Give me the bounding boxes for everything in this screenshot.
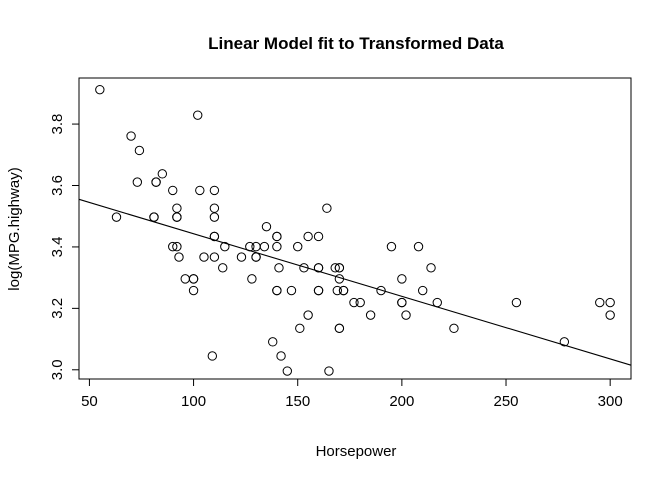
data-point [207, 351, 218, 361]
y-tick-label: 3.8 [49, 114, 66, 135]
y-tick-label: 3.0 [49, 359, 66, 380]
data-point [386, 241, 397, 252]
y-tick-label: 3.6 [49, 175, 66, 196]
data-point [605, 310, 615, 320]
data-point [251, 241, 261, 252]
data-point [188, 274, 199, 284]
data-point [268, 337, 278, 347]
data-point [511, 297, 522, 308]
data-point [172, 241, 182, 252]
x-tick-label: 200 [389, 393, 414, 410]
data-point [334, 263, 345, 273]
data-point [149, 212, 159, 222]
data-point [209, 185, 220, 196]
data-point [209, 212, 220, 222]
data-point [193, 110, 203, 120]
data-point [559, 337, 570, 347]
y-tick-label: 3.2 [49, 298, 66, 319]
x-tick-label: 100 [181, 393, 206, 410]
data-point [259, 241, 270, 252]
data-point [397, 274, 407, 284]
data-point [293, 241, 303, 252]
data-point [324, 366, 334, 376]
data-point [413, 241, 424, 252]
data-point [126, 131, 136, 141]
data-point [195, 185, 205, 196]
fit-line-group [78, 198, 632, 366]
data-point [174, 252, 184, 262]
x-tick-label: 250 [494, 393, 519, 410]
data-point [95, 84, 105, 95]
data-point [303, 231, 313, 242]
data-point [322, 203, 332, 213]
data-point [286, 285, 297, 296]
data-point [397, 297, 407, 308]
data-point [605, 297, 615, 308]
data-point [218, 263, 228, 273]
data-point [261, 221, 272, 232]
data-point [172, 212, 182, 222]
data-point [132, 177, 143, 187]
y-tick-label: 3.4 [49, 236, 66, 257]
data-point [220, 241, 230, 252]
x-tick-label: 300 [598, 393, 623, 410]
data-point [332, 285, 342, 296]
data-point [355, 297, 365, 308]
x-axis: 50 100 150 200 250 300 [81, 378, 623, 410]
data-point [157, 169, 168, 179]
data-point [313, 285, 324, 296]
chart-title: Linear Model fit to Transformed Data [208, 34, 504, 53]
data-point [236, 252, 247, 262]
x-tick-label: 50 [81, 393, 98, 410]
data-point [180, 274, 190, 284]
data-point [168, 185, 178, 196]
data-point [272, 241, 282, 252]
data-point [134, 145, 145, 156]
data-point [595, 297, 605, 308]
plot-frame [78, 77, 632, 380]
data-point [401, 310, 411, 320]
data-point [272, 285, 282, 296]
data-point [334, 323, 345, 334]
x-tick-label: 150 [285, 393, 310, 410]
data-point [209, 203, 220, 213]
data-point [274, 263, 284, 273]
data-point [199, 252, 209, 262]
data-point [251, 252, 261, 262]
data-point [276, 351, 286, 361]
data-point [426, 263, 436, 273]
data-point [303, 310, 313, 320]
data-point [449, 323, 459, 334]
data-point [247, 274, 257, 284]
data-point [111, 212, 122, 222]
data-point [209, 231, 220, 242]
data-point [209, 252, 220, 262]
data-point [168, 241, 178, 252]
data-point [295, 323, 305, 334]
data-point [338, 285, 349, 296]
data-point [172, 203, 182, 213]
data-point [432, 297, 442, 308]
data-point [349, 297, 359, 308]
data-point [188, 285, 199, 296]
data-point [272, 231, 282, 242]
x-axis-label: Horsepower [316, 443, 397, 460]
data-point [330, 263, 340, 273]
data-point [365, 310, 376, 320]
y-axis: 3.0 3.2 3.4 3.6 3.8 [49, 114, 80, 380]
data-points [95, 84, 615, 376]
data-point [376, 285, 386, 296]
data-point [313, 231, 324, 242]
data-point [417, 285, 428, 296]
y-axis-label: log(MPG.highway) [6, 167, 23, 290]
data-point [282, 366, 293, 376]
fit-line [78, 198, 632, 366]
data-point [313, 263, 324, 273]
data-point [151, 177, 161, 187]
